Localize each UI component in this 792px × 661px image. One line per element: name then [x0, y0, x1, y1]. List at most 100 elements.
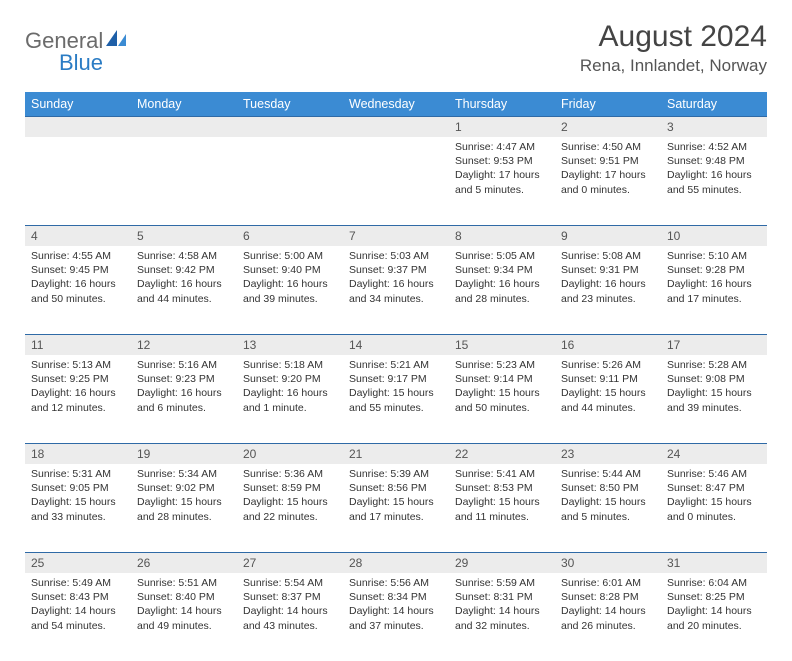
sunrise-line: Sunrise: 5:49 AM [31, 576, 125, 590]
day-content: Sunrise: 5:41 AMSunset: 8:53 PMDaylight:… [449, 464, 555, 530]
month-title: August 2024 [580, 20, 767, 54]
week-content-row: Sunrise: 4:55 AMSunset: 9:45 PMDaylight:… [25, 246, 767, 335]
day-content: Sunrise: 5:39 AMSunset: 8:56 PMDaylight:… [343, 464, 449, 530]
daylight-line: Daylight: 15 hours and 5 minutes. [561, 495, 655, 523]
daylight-line: Daylight: 14 hours and 37 minutes. [349, 604, 443, 632]
sunset-line: Sunset: 8:50 PM [561, 481, 655, 495]
day-cell: Sunrise: 5:36 AMSunset: 8:59 PMDaylight:… [237, 464, 343, 553]
sunrise-line: Sunrise: 5:05 AM [455, 249, 549, 263]
sunset-line: Sunset: 8:59 PM [243, 481, 337, 495]
day-number-row: 11121314151617 [25, 335, 767, 356]
sunrise-line: Sunrise: 4:52 AM [667, 140, 761, 154]
day-number-cell [343, 117, 449, 138]
sunset-line: Sunset: 9:48 PM [667, 154, 761, 168]
day-number-cell: 2 [555, 117, 661, 138]
day-cell: Sunrise: 5:39 AMSunset: 8:56 PMDaylight:… [343, 464, 449, 553]
sunrise-line: Sunrise: 5:28 AM [667, 358, 761, 372]
day-content: Sunrise: 5:21 AMSunset: 9:17 PMDaylight:… [343, 355, 449, 421]
day-cell: Sunrise: 5:51 AMSunset: 8:40 PMDaylight:… [131, 573, 237, 661]
daylight-line: Daylight: 14 hours and 20 minutes. [667, 604, 761, 632]
day-number-cell [237, 117, 343, 138]
day-number-cell: 15 [449, 335, 555, 356]
day-number-cell: 12 [131, 335, 237, 356]
day-content: Sunrise: 5:23 AMSunset: 9:14 PMDaylight:… [449, 355, 555, 421]
week-content-row: Sunrise: 5:13 AMSunset: 9:25 PM Daylight:… [25, 355, 767, 444]
sunset-line: Sunset: 8:31 PM [455, 590, 549, 604]
daylight-line: Daylight: 14 hours and 26 minutes. [561, 604, 655, 632]
day-cell: Sunrise: 5:31 AMSunset: 9:05 PMDaylight:… [25, 464, 131, 553]
day-cell [131, 137, 237, 226]
day-content: Sunrise: 5:51 AMSunset: 8:40 PMDaylight:… [131, 573, 237, 639]
sunrise-line: Sunrise: 5:26 AM [561, 358, 655, 372]
day-number-cell: 18 [25, 444, 131, 465]
day-content: Sunrise: 5:54 AMSunset: 8:37 PMDaylight:… [237, 573, 343, 639]
day-number-cell: 29 [449, 553, 555, 574]
day-number-cell: 30 [555, 553, 661, 574]
day-content: Sunrise: 4:50 AMSunset: 9:51 PMDaylight:… [555, 137, 661, 203]
daylight-line: Daylight: 15 hours and 11 minutes. [455, 495, 549, 523]
day-content: Sunrise: 5:03 AMSunset: 9:37 PMDaylight:… [343, 246, 449, 312]
sunset-line: Sunset: 9:11 PM [561, 372, 655, 386]
daylight-line: Daylight: 15 hours and 44 minutes. [561, 386, 655, 414]
daylight-line: Daylight: 15 hours and 50 minutes. [455, 386, 549, 414]
week-content-row: Sunrise: 5:49 AMSunset: 8:43 PMDaylight:… [25, 573, 767, 661]
sunrise-line: Sunrise: 5:56 AM [349, 576, 443, 590]
daylight-line: Daylight: 15 hours and 28 minutes. [137, 495, 231, 523]
sunrise-line: Sunrise: 6:04 AM [667, 576, 761, 590]
day-cell: Sunrise: 5:10 AMSunset: 9:28 PMDaylight:… [661, 246, 767, 335]
sunrise-line: Sunrise: 4:58 AM [137, 249, 231, 263]
sunset-line: Sunset: 8:37 PM [243, 590, 337, 604]
day-number-cell: 19 [131, 444, 237, 465]
sunrise-line: Sunrise: 5:34 AM [137, 467, 231, 481]
day-cell: Sunrise: 6:01 AMSunset: 8:28 PMDaylight:… [555, 573, 661, 661]
day-cell: Sunrise: 5:46 AMSunset: 8:47 PMDaylight:… [661, 464, 767, 553]
title-block: August 2024 Rena, Innlandet, Norway [580, 20, 767, 76]
day-cell [25, 137, 131, 226]
header: General August 2024 Rena, Innlandet, Nor… [25, 20, 767, 76]
daylight-line: Daylight: 16 hours and 50 minutes. [31, 277, 125, 305]
day-content: Sunrise: 5:46 AMSunset: 8:47 PMDaylight:… [661, 464, 767, 530]
day-number-cell: 21 [343, 444, 449, 465]
day-cell: Sunrise: 5:08 AMSunset: 9:31 PMDaylight:… [555, 246, 661, 335]
daylight-line: Daylight: 14 hours and 32 minutes. [455, 604, 549, 632]
day-content: Sunrise: 4:58 AMSunset: 9:42 PMDaylight:… [131, 246, 237, 312]
day-number-cell: 11 [25, 335, 131, 356]
day-content: Sunrise: 5:36 AMSunset: 8:59 PMDaylight:… [237, 464, 343, 530]
day-cell [237, 137, 343, 226]
sunrise-line: Sunrise: 5:03 AM [349, 249, 443, 263]
day-number-row: 45678910 [25, 226, 767, 247]
day-number-cell: 23 [555, 444, 661, 465]
day-content: Sunrise: 5:44 AMSunset: 8:50 PMDaylight:… [555, 464, 661, 530]
week-content-row: Sunrise: 5:31 AMSunset: 9:05 PMDaylight:… [25, 464, 767, 553]
day-content: Sunrise: 5:34 AMSunset: 9:02 PMDaylight:… [131, 464, 237, 530]
daylight-line: Daylight: 17 hours and 0 minutes. [561, 168, 655, 196]
daylight-line: Daylight: 16 hours and 1 minute. [243, 386, 337, 414]
sunrise-line: Sunrise: 4:55 AM [31, 249, 125, 263]
day-cell: Sunrise: 4:58 AMSunset: 9:42 PMDaylight:… [131, 246, 237, 335]
sunrise-line: Sunrise: 5:46 AM [667, 467, 761, 481]
sunrise-line: Sunrise: 5:21 AM [349, 358, 443, 372]
sunset-line: Sunset: 9:51 PM [561, 154, 655, 168]
day-number-cell: 6 [237, 226, 343, 247]
daylight-line: Daylight: 16 hours and 6 minutes. [137, 386, 231, 414]
day-content: Sunrise: 5:56 AMSunset: 8:34 PMDaylight:… [343, 573, 449, 639]
day-content: Sunrise: 5:13 AMSunset: 9:25 PMDaylight:… [25, 355, 131, 421]
sunrise-line: Sunrise: 5:36 AM [243, 467, 337, 481]
sunrise-line: Sunrise: 5:00 AM [243, 249, 337, 263]
sunset-line: Sunset: 8:47 PM [667, 481, 761, 495]
day-content: Sunrise: 5:08 AMSunset: 9:31 PMDaylight:… [555, 246, 661, 312]
daylight-line: Daylight: 15 hours and 55 minutes. [349, 386, 443, 414]
day-number-row: 123 [25, 117, 767, 138]
day-number-cell: 9 [555, 226, 661, 247]
day-content: Sunrise: 5:31 AMSunset: 9:05 PMDaylight:… [25, 464, 131, 530]
day-number-cell: 3 [661, 117, 767, 138]
daylight-line: Daylight: 16 hours and 39 minutes. [243, 277, 337, 305]
day-number-cell [25, 117, 131, 138]
sunrise-line: Sunrise: 5:13 AM [31, 358, 125, 372]
sunset-line: Sunset: 9:20 PM [243, 372, 337, 386]
daylight-line: Daylight: 15 hours and 17 minutes. [349, 495, 443, 523]
day-number-cell: 20 [237, 444, 343, 465]
day-number-cell: 22 [449, 444, 555, 465]
sunrise-line: Sunrise: 5:23 AM [455, 358, 549, 372]
sunset-line: Sunset: 9:25 PM [31, 372, 125, 386]
